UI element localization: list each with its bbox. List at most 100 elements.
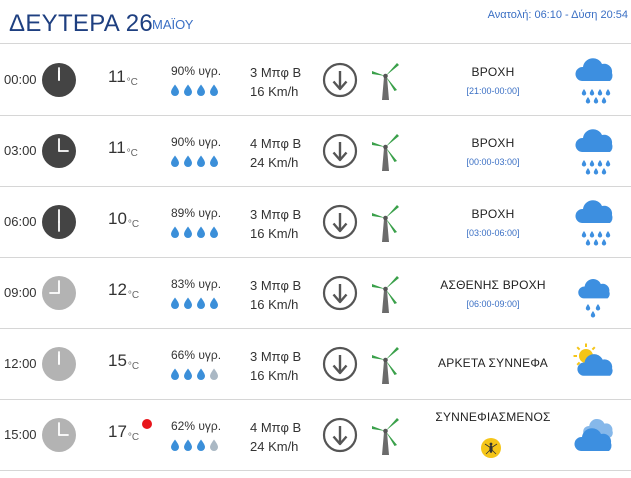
condition-label: ΑΡΚΕΤΑ ΣΥΝΝΕΦΑ: [438, 356, 548, 370]
wind-beaufort: 3 Μπφ Β: [250, 207, 302, 222]
temperature: 10°C: [108, 209, 139, 230]
temperature-value: 11: [108, 138, 126, 157]
wind-info: 3 Μπφ Β 16 Km/h: [250, 276, 301, 314]
temperature: 12°C: [108, 280, 139, 301]
humidity: 66% υγρ.: [171, 348, 222, 362]
day-title: ΔΕΥΤΕΡΑ 26: [9, 10, 153, 37]
wind-info: 3 Μπφ Β 16 Km/h: [250, 63, 301, 101]
weather-condition: ΒΡΟΧΗ [21:00-00:00]: [424, 65, 562, 96]
humidity-drops-icon: [170, 83, 222, 96]
wind-beaufort: 3 Μπφ Β: [250, 349, 302, 364]
forecast-time: 03:00: [4, 143, 37, 158]
forecast-time: 06:00: [4, 214, 37, 229]
weather-condition: ΑΡΚΕΤΑ ΣΥΝΝΕΦΑ: [424, 356, 562, 370]
condition-range: [06:00-09:00]: [466, 299, 520, 309]
temperature-value: 17: [108, 422, 127, 441]
wind-speed: 24 Km/h: [250, 439, 299, 454]
clock-day-icon: [41, 346, 77, 382]
humidity-drops-icon: [170, 367, 222, 380]
weather-condition: ΒΡΟΧΗ [00:00-03:00]: [424, 136, 562, 167]
temperature-unit: °C: [127, 219, 140, 230]
wind-info: 4 Μπφ Β 24 Km/h: [250, 134, 301, 172]
temperature-value: 15: [108, 351, 127, 370]
wind-direction-arrow-icon: [322, 62, 358, 98]
temperature: 11°C: [108, 67, 138, 88]
forecast-row: 00:00 11°C 90% υγρ. 3 Μπφ Β 16 Km/h ΒΡΟΧ…: [0, 45, 631, 116]
forecast-time: 15:00: [4, 427, 37, 442]
wind-turbine-icon: [370, 130, 404, 172]
heat-alert-icon: [142, 419, 152, 429]
condition-label: ΒΡΟΧΗ: [471, 207, 515, 221]
clouds-icon: [572, 410, 618, 460]
cloud-heavy-rain-icon: [572, 126, 618, 176]
clock-day-icon: [41, 417, 77, 453]
temperature: 15°C: [108, 351, 139, 372]
wind-turbine-icon: [370, 343, 404, 385]
clock-night-icon: [41, 204, 77, 240]
sunrise-sunset: Ανατολή: 06:10 - Δύση 20:54: [487, 9, 628, 21]
wind-direction-arrow-icon: [322, 204, 358, 240]
clock-day-icon: [41, 275, 77, 311]
forecast-row: 03:00 11°C 90% υγρ. 4 Μπφ Β 24 Km/h ΒΡΟΧ…: [0, 116, 631, 187]
forecast-time: 00:00: [4, 72, 37, 87]
humidity: 90% υγρ.: [171, 135, 222, 149]
temperature-unit: °C: [127, 432, 140, 443]
humidity-drops-icon: [170, 438, 222, 451]
wind-beaufort: 3 Μπφ Β: [250, 278, 302, 293]
wind-info: 3 Μπφ Β 16 Km/h: [250, 205, 301, 243]
wind-speed: 16 Km/h: [250, 84, 299, 99]
condition-label: ΣΥΝΝΕΦΙΑΣΜΕΝΟΣ: [435, 410, 551, 424]
wind-turbine-icon: [370, 59, 404, 101]
humidity: 62% υγρ.: [171, 419, 222, 433]
humidity-drops-icon: [170, 225, 222, 238]
temperature-value: 11: [108, 67, 126, 86]
forecast-row: 09:00 12°C 83% υγρ. 3 Μπφ Β 16 Km/h ΑΣΘΕ…: [0, 258, 631, 329]
wind-turbine-icon: [370, 201, 404, 243]
weather-condition: ΑΣΘΕΝΗΣ ΒΡΟΧΗ [06:00-09:00]: [424, 278, 562, 309]
forecast-time: 09:00: [4, 285, 37, 300]
humidity-drops-icon: [170, 296, 222, 309]
condition-range: [03:00-06:00]: [466, 228, 520, 238]
condition-label: ΒΡΟΧΗ: [471, 136, 515, 150]
temperature-unit: °C: [126, 148, 138, 159]
wind-direction-arrow-icon: [322, 417, 358, 453]
weather-condition: ΒΡΟΧΗ [03:00-06:00]: [424, 207, 562, 238]
day-month: ΜΑΪΟΥ: [152, 17, 194, 32]
wind-speed: 16 Km/h: [250, 297, 299, 312]
humidity: 89% υγρ.: [171, 206, 222, 220]
humidity: 83% υγρ.: [171, 277, 222, 291]
condition-range: [21:00-00:00]: [466, 86, 520, 96]
wind-beaufort: 3 Μπφ Β: [250, 65, 302, 80]
weather-condition: ΣΥΝΝΕΦΙΑΣΜΕΝΟΣ: [424, 410, 562, 424]
wind-direction-arrow-icon: [322, 275, 358, 311]
cloud-heavy-rain-icon: [572, 55, 618, 105]
temperature: 11°C: [108, 138, 138, 159]
humidity: 90% υγρ.: [171, 64, 222, 78]
wind-info: 4 Μπφ Β 24 Km/h: [250, 418, 301, 456]
wind-speed: 16 Km/h: [250, 226, 299, 241]
forecast-time: 12:00: [4, 356, 37, 371]
condition-label: ΒΡΟΧΗ: [471, 65, 515, 79]
clock-night-icon: [41, 133, 77, 169]
wind-speed: 16 Km/h: [250, 368, 299, 383]
wind-turbine-icon: [370, 414, 404, 456]
temperature-value: 12: [108, 280, 127, 299]
wind-direction-arrow-icon: [322, 346, 358, 382]
forecast-row: 15:00 17°C 62% υγρ. 4 Μπφ Β 24 Km/h ΣΥΝΝ…: [0, 400, 631, 471]
forecast-row: 12:00 15°C 66% υγρ. 3 Μπφ Β 16 Km/h ΑΡΚΕ…: [0, 329, 631, 400]
wind-speed: 24 Km/h: [250, 155, 299, 170]
humidity-drops-icon: [170, 154, 222, 167]
day-header: ΔΕΥΤΕΡΑ 26 ΜΑΪΟΥ Ανατολή: 06:10 - Δύση 2…: [0, 0, 631, 44]
temperature-unit: °C: [126, 77, 138, 88]
sun-behind-cloud-icon: [572, 339, 618, 389]
clock-night-icon: [41, 62, 77, 98]
temperature: 17°C: [108, 422, 139, 443]
temperature-unit: °C: [127, 290, 140, 301]
forecast-row: 06:00 10°C 89% υγρ. 3 Μπφ Β 16 Km/h ΒΡΟΧ…: [0, 187, 631, 258]
temperature-unit: °C: [127, 361, 140, 372]
wind-beaufort: 4 Μπφ Β: [250, 136, 302, 151]
wind-beaufort: 4 Μπφ Β: [250, 420, 302, 435]
cloud-light-rain-icon: [572, 268, 618, 318]
wind-info: 3 Μπφ Β 16 Km/h: [250, 347, 301, 385]
condition-label: ΑΣΘΕΝΗΣ ΒΡΟΧΗ: [440, 278, 546, 292]
